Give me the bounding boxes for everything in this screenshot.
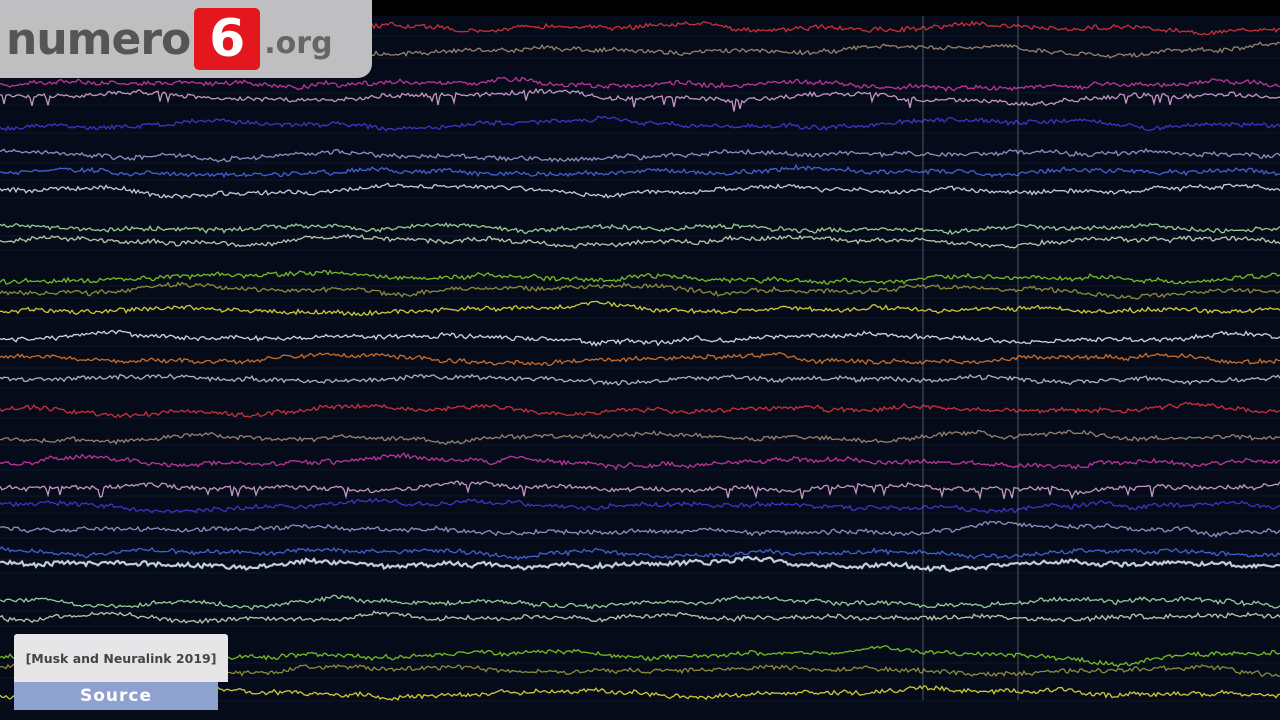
signal-trace <box>0 555 1280 573</box>
signal-trace <box>0 233 1280 249</box>
logo-tld: .org <box>264 25 333 61</box>
logo-number: 6 <box>194 8 261 70</box>
numero6-logo: numero 6 .org <box>0 0 372 78</box>
signal-trace <box>0 147 1280 163</box>
signal-trace <box>0 520 1280 538</box>
signal-trace <box>0 182 1280 200</box>
signal-trace <box>0 497 1280 514</box>
signal-trace <box>0 594 1280 611</box>
signal-trace <box>0 163 1280 179</box>
signal-trace <box>0 76 1280 92</box>
signal-trace <box>0 480 1280 501</box>
signal-trace <box>0 269 1280 285</box>
signal-trace <box>0 87 1280 112</box>
signal-trace <box>0 221 1280 235</box>
source-label: Source <box>14 682 218 710</box>
signal-trace <box>0 610 1280 625</box>
source-citation: [Musk and Neuralink 2019] <box>14 634 228 682</box>
signal-trace <box>0 115 1280 132</box>
signal-trace <box>0 281 1280 300</box>
signal-trace <box>0 300 1280 317</box>
signal-trace <box>0 401 1280 419</box>
signal-trace <box>0 545 1280 561</box>
signal-trace <box>0 429 1280 446</box>
signal-trace <box>0 452 1280 471</box>
source-caption: [Musk and Neuralink 2019] Source <box>14 634 228 710</box>
signal-trace <box>0 373 1280 386</box>
signal-trace <box>0 352 1280 367</box>
logo-word: numero <box>6 13 191 65</box>
signal-trace <box>0 329 1280 347</box>
